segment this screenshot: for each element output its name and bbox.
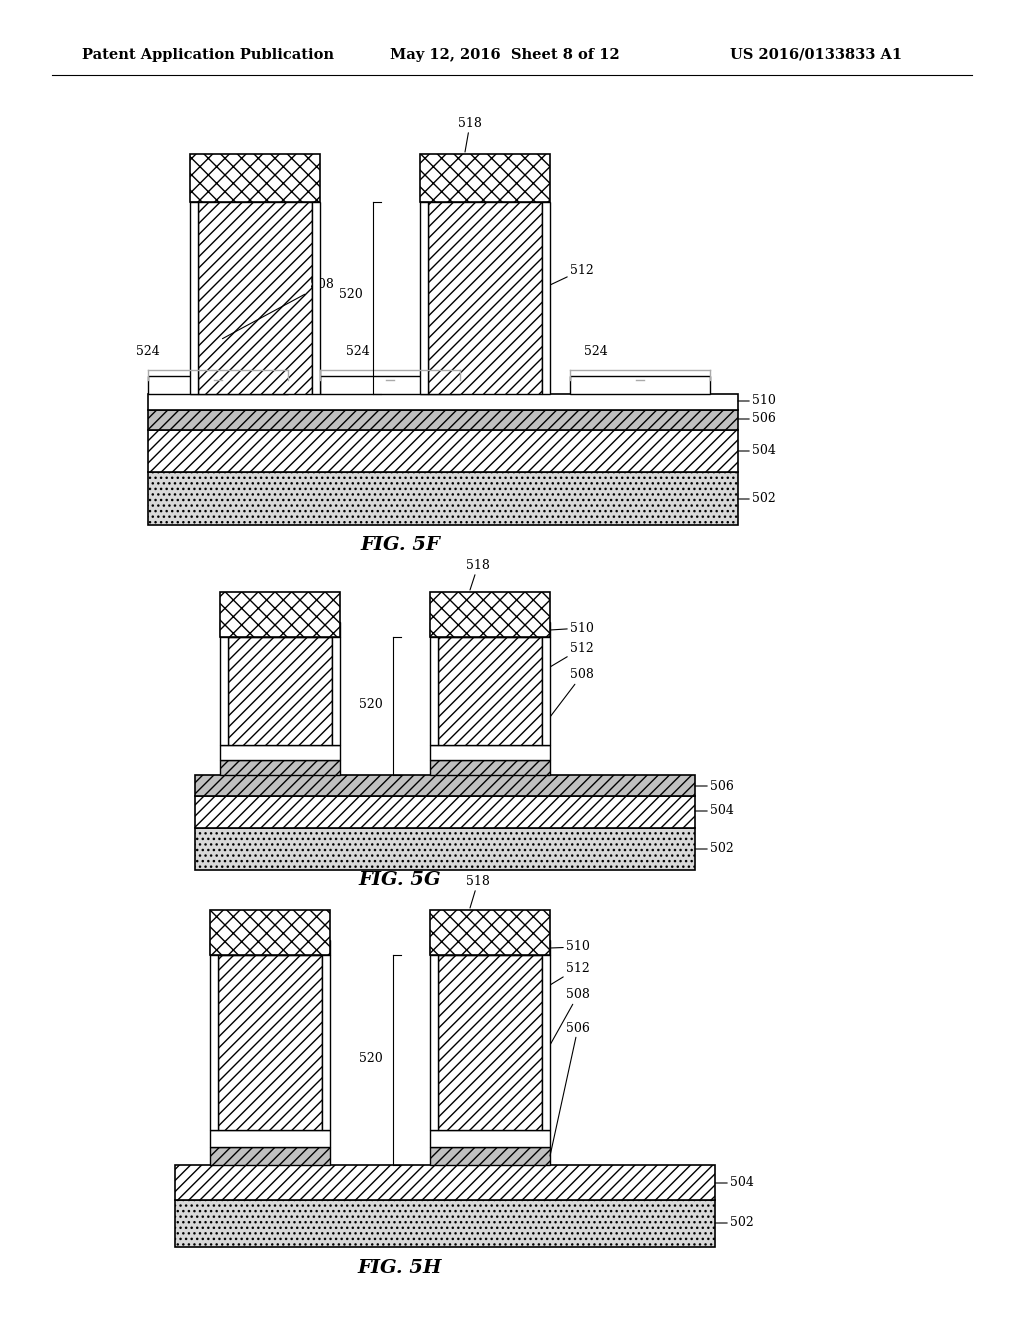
Bar <box>570 376 710 393</box>
Text: 510: 510 <box>550 622 594 635</box>
Bar <box>220 744 340 760</box>
Text: 512: 512 <box>550 264 594 285</box>
Bar <box>220 591 340 638</box>
Bar <box>148 376 288 393</box>
Bar <box>542 954 550 1130</box>
Text: 518: 518 <box>466 558 489 590</box>
Bar <box>428 202 542 393</box>
Text: 524: 524 <box>346 345 370 358</box>
Bar <box>218 954 322 1130</box>
Text: 524: 524 <box>584 345 608 358</box>
Text: 506: 506 <box>695 780 734 792</box>
Text: 510: 510 <box>550 940 590 953</box>
Bar <box>420 202 428 393</box>
Bar <box>542 638 550 744</box>
Bar <box>542 202 550 393</box>
Bar <box>220 760 340 775</box>
Bar <box>198 202 312 393</box>
Bar <box>332 638 340 744</box>
Text: 506: 506 <box>550 1022 590 1156</box>
Bar <box>148 473 738 525</box>
Text: 504: 504 <box>695 804 734 817</box>
Bar <box>430 940 550 954</box>
Bar <box>430 591 550 638</box>
Bar <box>190 202 198 393</box>
Text: 502: 502 <box>695 842 734 855</box>
Bar <box>210 909 330 954</box>
Text: 508: 508 <box>550 989 590 1045</box>
Bar <box>175 1200 715 1247</box>
Bar <box>430 1147 550 1166</box>
Text: 518: 518 <box>458 117 482 152</box>
Bar <box>220 622 340 638</box>
Text: Patent Application Publication: Patent Application Publication <box>82 48 334 62</box>
Bar <box>195 775 695 796</box>
Text: 508: 508 <box>550 668 594 717</box>
Bar <box>220 638 228 744</box>
Text: 524: 524 <box>136 345 160 358</box>
Text: 512: 512 <box>550 642 594 667</box>
Text: US 2016/0133833 A1: US 2016/0133833 A1 <box>730 48 902 62</box>
Text: 520: 520 <box>339 289 362 301</box>
Bar <box>175 1166 715 1200</box>
Text: FIG. 5H: FIG. 5H <box>357 1259 442 1276</box>
Bar <box>148 430 738 473</box>
Text: FIG. 5G: FIG. 5G <box>358 871 441 888</box>
Bar <box>210 1147 330 1166</box>
Text: 504: 504 <box>738 445 776 458</box>
Bar <box>430 744 550 760</box>
Bar <box>430 760 550 775</box>
Bar <box>210 954 218 1130</box>
Bar <box>430 622 550 638</box>
Bar <box>195 828 695 870</box>
Bar <box>430 909 550 954</box>
Bar <box>322 954 330 1130</box>
Text: 510: 510 <box>738 395 776 408</box>
Bar <box>438 638 542 744</box>
Text: 506: 506 <box>738 412 776 425</box>
Text: 502: 502 <box>715 1217 754 1229</box>
Text: 518: 518 <box>466 875 489 908</box>
Text: 508: 508 <box>222 279 334 339</box>
Bar <box>430 954 438 1130</box>
Bar <box>430 1130 550 1147</box>
Bar <box>190 154 319 202</box>
Text: FIG. 5F: FIG. 5F <box>360 536 440 554</box>
Bar <box>228 638 332 744</box>
Text: 504: 504 <box>715 1176 754 1189</box>
Bar <box>438 954 542 1130</box>
Bar <box>210 1130 330 1147</box>
Text: May 12, 2016  Sheet 8 of 12: May 12, 2016 Sheet 8 of 12 <box>390 48 620 62</box>
Bar <box>312 202 319 393</box>
Bar <box>319 376 460 393</box>
Text: 512: 512 <box>550 961 590 985</box>
Text: 520: 520 <box>359 1052 383 1064</box>
Text: 520: 520 <box>359 698 383 711</box>
Text: 502: 502 <box>738 492 776 506</box>
Bar <box>420 154 550 202</box>
Bar <box>195 796 695 828</box>
Bar <box>148 411 738 430</box>
Bar <box>210 940 330 954</box>
Bar <box>430 638 438 744</box>
Bar <box>148 393 738 411</box>
